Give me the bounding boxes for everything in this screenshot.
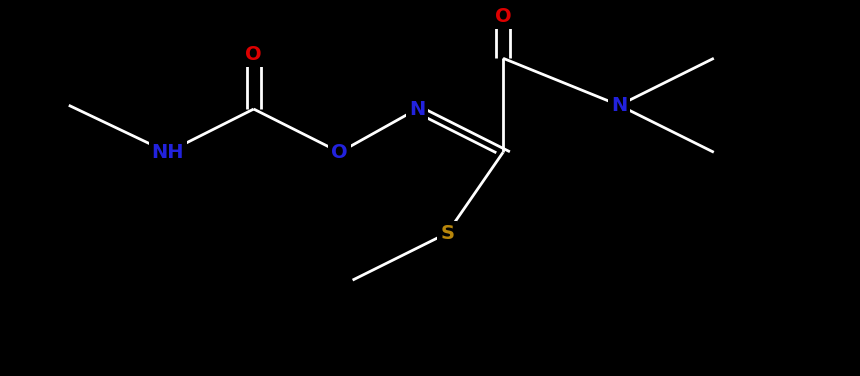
Text: O: O [245,45,262,64]
Text: N: N [409,100,425,118]
Text: N: N [611,96,627,115]
Text: O: O [494,8,512,26]
Text: O: O [331,143,348,162]
Text: S: S [440,224,454,243]
Text: NH: NH [151,143,184,162]
